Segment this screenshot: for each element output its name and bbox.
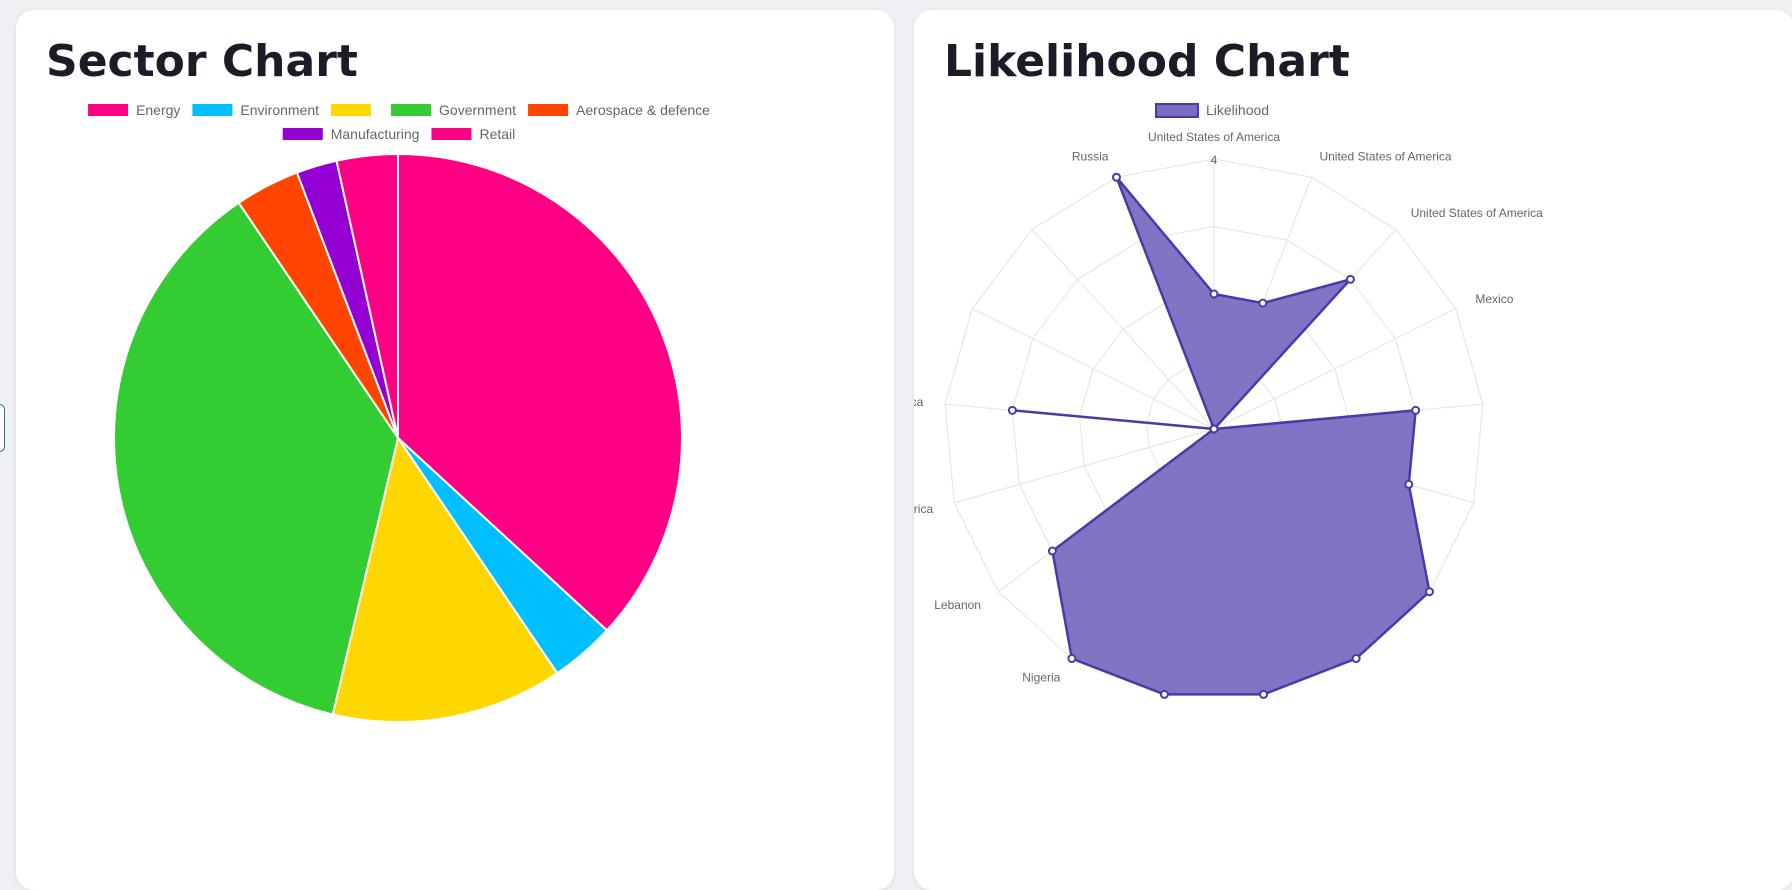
likelihood-point-9[interactable]: [1159, 689, 1169, 699]
likelihood-radar-chart: Likelihood 4 United States of America Unite…: [914, 102, 1543, 699]
likelihood-point-6[interactable]: [1424, 587, 1434, 597]
legend-label: Likelihood: [1206, 102, 1269, 118]
legend-item-3[interactable]: Government: [391, 102, 516, 118]
radar-spoke: [1031, 229, 1215, 430]
radar-spoke: [972, 308, 1215, 430]
radar-spoke: [954, 428, 1215, 504]
legend-label: Manufacturing: [331, 126, 420, 142]
legend-label: Government: [439, 102, 516, 118]
legend-swatch: [528, 104, 569, 116]
likelihood-point-5[interactable]: [1404, 479, 1414, 489]
side-drawer-tab[interactable]: [0, 404, 5, 452]
likelihood-point-0[interactable]: [1209, 289, 1219, 299]
legend-label: Aerospace & defence: [576, 102, 710, 118]
legend-label: Environment: [240, 102, 319, 118]
legend-item-0[interactable]: Energy: [88, 102, 180, 118]
legend-swatch: [88, 104, 129, 116]
legend-label: Retail: [479, 126, 515, 142]
radar-point-label: United States of America: [1319, 150, 1451, 164]
likelihood-point-10[interactable]: [1067, 654, 1077, 664]
radar-point-label: Russia: [1072, 150, 1109, 164]
pie-slice-6[interactable]: [335, 152, 399, 439]
likelihood-point-11[interactable]: [1047, 546, 1057, 556]
radar-point-label: United States of America: [914, 502, 933, 516]
sector-pie-chart: Energy Environment Government Aerospace & d…: [88, 102, 710, 723]
legend-item-6[interactable]: Retail: [431, 126, 515, 142]
likelihood-point-16[interactable]: [1111, 172, 1121, 182]
likelihood-chart-card: Likelihood Chart Likelihood 4 United State…: [914, 10, 1792, 890]
legend-label: Energy: [136, 102, 180, 118]
radar-point-label: United States of America: [914, 395, 924, 409]
radar-legend-item[interactable]: Likelihood: [1155, 102, 1269, 118]
legend-swatch: [391, 104, 432, 116]
legend-item-2[interactable]: [331, 104, 372, 116]
legend-item-1[interactable]: Environment: [192, 102, 319, 118]
likelihood-point-7[interactable]: [1351, 654, 1361, 664]
likelihood-chart-title: Likelihood Chart: [944, 36, 1350, 87]
likelihood-point-13[interactable]: [1007, 405, 1017, 415]
radar-tick-label: 4: [1211, 153, 1218, 167]
legend-swatch: [431, 128, 472, 140]
radar-spoke: [1213, 308, 1456, 430]
radar-point-label: United States of America: [1148, 130, 1280, 144]
likelihood-point-2[interactable]: [1345, 274, 1355, 284]
legend-swatch: [192, 104, 233, 116]
sector-chart-title: Sector Chart: [46, 36, 358, 87]
likelihood-point-15[interactable]: [1209, 424, 1219, 434]
likelihood-point-8[interactable]: [1259, 689, 1269, 699]
sector-chart-card: Sector Chart Energy Environment Government…: [16, 10, 894, 890]
pie-slice-0[interactable]: [397, 152, 683, 632]
likelihood-point-4[interactable]: [1411, 405, 1421, 415]
legend-swatch: [1155, 103, 1199, 118]
legend-swatch: [331, 104, 372, 116]
pie-slice-3[interactable]: [113, 201, 400, 716]
radar-point-label: United States of America: [1411, 206, 1543, 220]
pie-slice-2[interactable]: [331, 435, 559, 723]
likelihood-point-1[interactable]: [1258, 298, 1268, 308]
radar-point-label: Mexico: [1475, 292, 1513, 306]
legend-item-5[interactable]: Manufacturing: [282, 126, 420, 142]
likelihood-series-area: [1012, 176, 1431, 696]
legend-swatch: [282, 128, 323, 140]
radar-point-label: Lebanon: [934, 598, 981, 612]
legend-item-4[interactable]: Aerospace & defence: [528, 102, 710, 118]
radar-point-label: Nigeria: [1022, 670, 1060, 684]
